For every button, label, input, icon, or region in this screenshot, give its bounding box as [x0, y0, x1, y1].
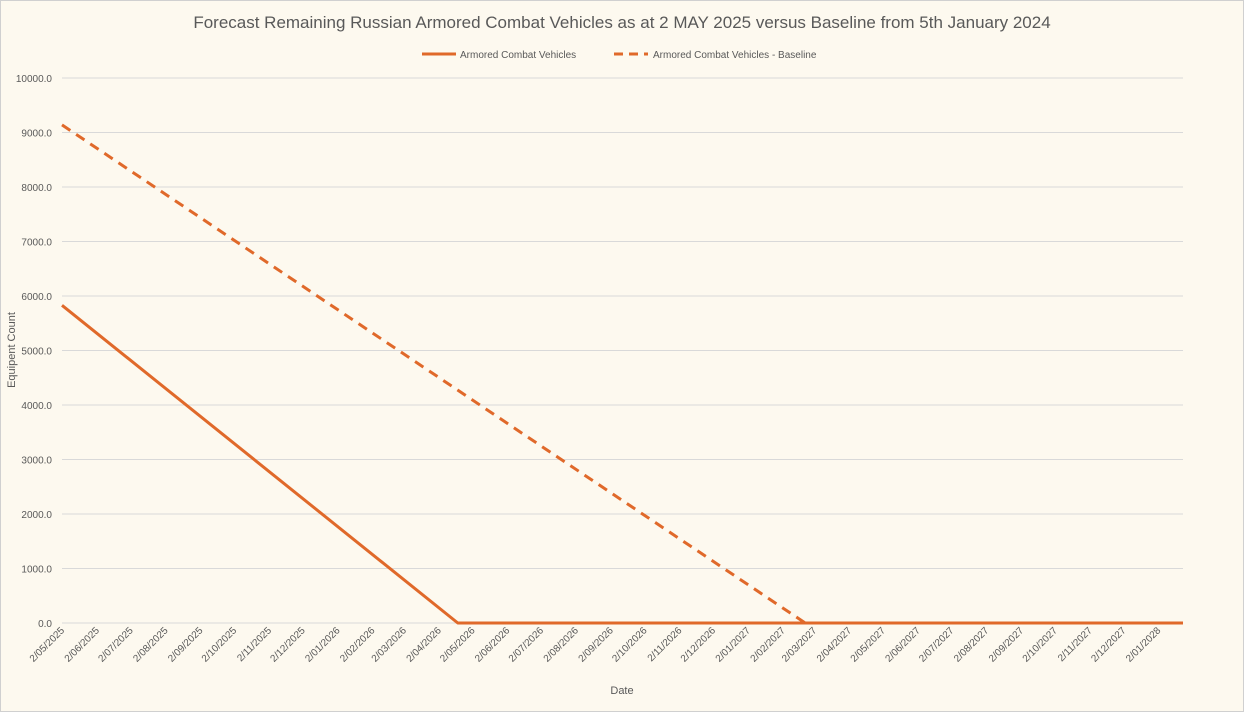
series-line-forecast [61, 304, 1183, 625]
x-tick-label: 2/09/2027 [987, 625, 1027, 665]
x-tick-label: 2/12/2025 [268, 625, 308, 665]
x-tick-label: 2/06/2027 [884, 625, 924, 665]
y-tick-label: 7000.0 [21, 238, 52, 249]
x-tick-label: 2/11/2025 [235, 625, 274, 664]
gridlines [62, 77, 1183, 624]
x-axis-label: Date [610, 685, 633, 697]
y-tick-label: 6000.0 [21, 292, 52, 303]
y-tick-label: 5000.0 [21, 347, 52, 358]
x-tick-label: 2/01/2027 [714, 625, 754, 665]
x-tick-label: 2/08/2025 [131, 625, 171, 665]
x-tick-label: 2/07/2025 [96, 625, 136, 665]
chart-title: Forecast Remaining Russian Armored Comba… [193, 13, 1050, 32]
legend-label-dashed: Armored Combat Vehicles - Baseline [653, 50, 817, 61]
y-tick-label: 0.0 [38, 619, 52, 630]
y-tick-label: 1000.0 [21, 565, 52, 576]
x-tick-label: 2/12/2026 [679, 625, 719, 665]
x-tick-label: 2/07/2026 [507, 625, 547, 665]
x-tick-label: 2/10/2027 [1021, 625, 1061, 665]
x-tick-label: 2/05/2025 [28, 625, 68, 665]
x-tick-label: 2/04/2026 [405, 625, 445, 665]
y-tick-label: 4000.0 [21, 401, 52, 412]
x-tick-label: 2/11/2026 [646, 625, 685, 664]
y-axis-label: Equipent Count [6, 312, 18, 388]
y-tick-label: 3000.0 [21, 456, 52, 467]
x-tick-label: 2/01/2026 [303, 625, 343, 665]
series-group [61, 123, 1183, 625]
legend: Armored Combat Vehicles Armored Combat V… [422, 50, 817, 61]
x-tick-label: 2/04/2027 [815, 625, 855, 665]
x-axis: 2/05/20252/06/20252/07/20252/08/20252/09… [28, 625, 1164, 665]
series-line-baseline [61, 123, 807, 625]
x-tick-label: 2/12/2027 [1089, 625, 1129, 665]
x-tick-label: 2/03/2026 [370, 625, 410, 665]
x-tick-label: 2/05/2026 [438, 625, 478, 665]
legend-label-solid: Armored Combat Vehicles [460, 50, 576, 61]
y-tick-label: 10000.0 [16, 74, 53, 85]
y-tick-label: 2000.0 [21, 510, 52, 521]
x-tick-label: 2/10/2026 [610, 625, 650, 665]
x-tick-label: 2/08/2027 [952, 625, 992, 665]
x-tick-label: 2/01/2028 [1124, 625, 1164, 665]
x-tick-label: 2/10/2025 [200, 625, 240, 665]
x-tick-label: 2/05/2027 [849, 625, 889, 665]
x-tick-label: 2/06/2025 [63, 625, 103, 665]
y-axis: 0.0 1000.0 2000.0 3000.0 4000.0 5000.0 6000.0 7… [16, 74, 53, 630]
x-tick-label: 2/03/2027 [780, 625, 820, 665]
y-tick-label: 8000.0 [21, 183, 52, 194]
x-tick-label: 2/06/2026 [473, 625, 513, 665]
x-tick-label: 2/08/2026 [542, 625, 582, 665]
x-tick-label: 2/09/2025 [166, 625, 206, 665]
x-tick-label: 2/07/2027 [917, 625, 957, 665]
x-tick-label: 2/09/2026 [577, 625, 617, 665]
y-tick-label: 9000.0 [21, 129, 52, 140]
x-tick-label: 2/11/2027 [1056, 625, 1095, 664]
